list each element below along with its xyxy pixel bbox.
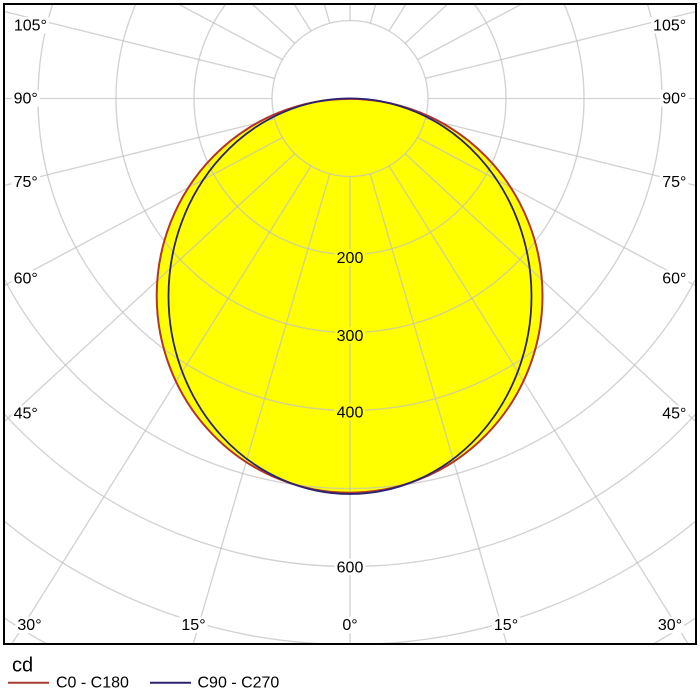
svg-text:15°: 15° (494, 617, 518, 634)
svg-text:C0 - C180: C0 - C180 (56, 675, 129, 692)
svg-text:30°: 30° (658, 617, 682, 634)
svg-text:105°: 105° (14, 17, 47, 34)
svg-text:C90 - C270: C90 - C270 (198, 675, 280, 692)
svg-text:75°: 75° (14, 174, 38, 191)
svg-text:300: 300 (337, 328, 364, 345)
svg-text:30°: 30° (17, 617, 41, 634)
svg-text:60°: 60° (14, 271, 38, 288)
svg-text:400: 400 (337, 405, 364, 422)
svg-text:45°: 45° (14, 406, 38, 423)
svg-text:200: 200 (337, 250, 364, 267)
svg-text:105°: 105° (653, 17, 686, 34)
svg-text:0°: 0° (342, 617, 357, 634)
svg-text:600: 600 (337, 560, 364, 577)
svg-text:90°: 90° (662, 90, 686, 107)
svg-text:75°: 75° (662, 174, 686, 191)
svg-text:cd: cd (12, 655, 33, 677)
svg-text:60°: 60° (662, 271, 686, 288)
svg-text:15°: 15° (181, 617, 205, 634)
svg-text:45°: 45° (662, 406, 686, 423)
svg-text:90°: 90° (14, 90, 38, 107)
